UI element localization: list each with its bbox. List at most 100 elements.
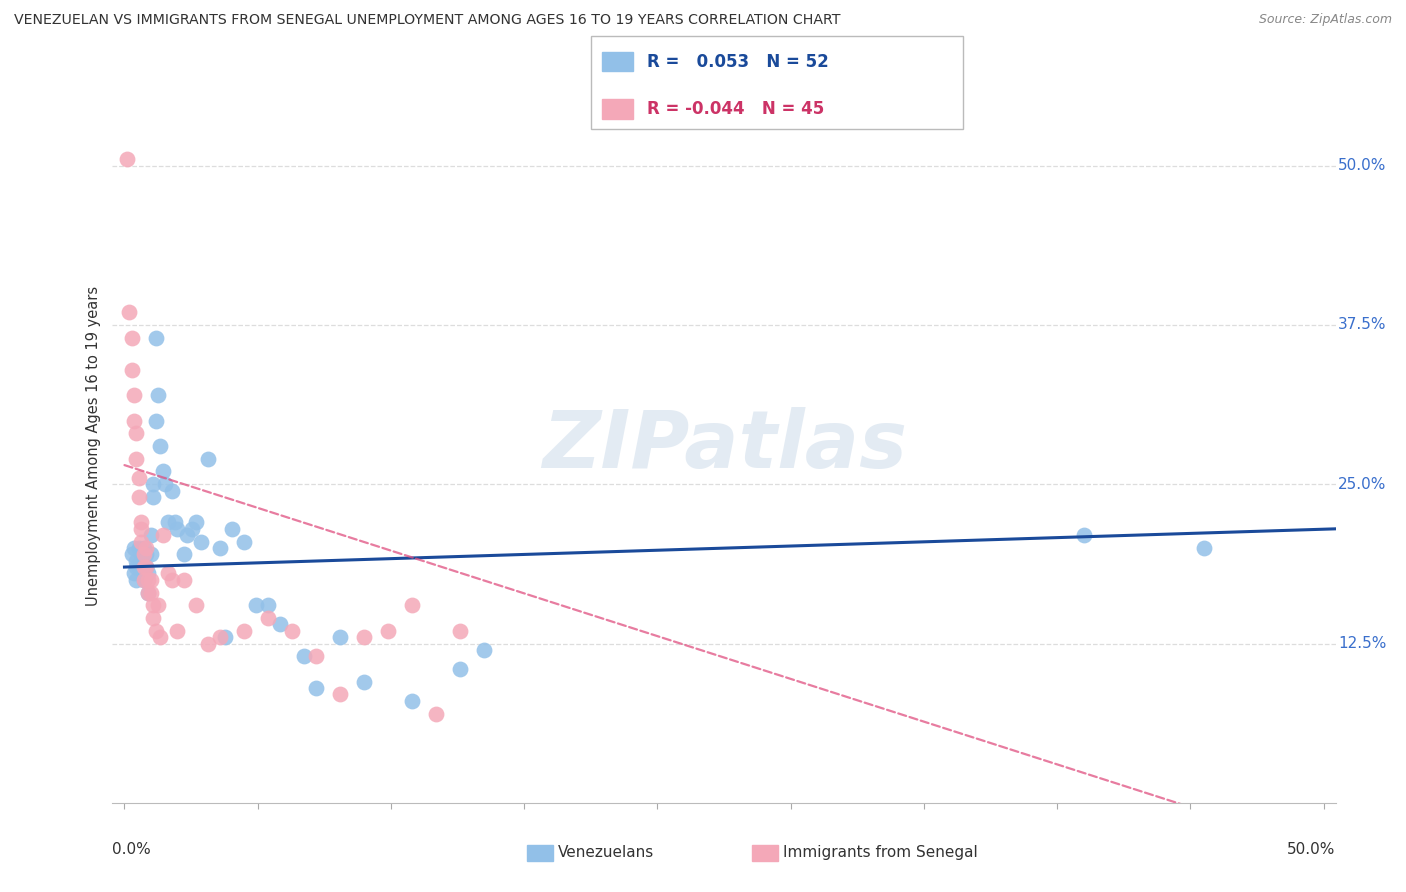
Point bbox=[125, 573, 148, 587]
Point bbox=[115, 153, 138, 167]
Point bbox=[353, 630, 375, 644]
Point bbox=[449, 662, 471, 676]
Point bbox=[329, 630, 352, 644]
Point bbox=[146, 388, 169, 402]
Point bbox=[128, 490, 150, 504]
Point bbox=[145, 331, 167, 345]
Point bbox=[245, 599, 267, 613]
Point bbox=[128, 471, 150, 485]
Point bbox=[142, 490, 165, 504]
Point bbox=[138, 585, 160, 599]
Point bbox=[257, 599, 280, 613]
Point bbox=[269, 617, 291, 632]
Point bbox=[145, 413, 167, 427]
Point bbox=[233, 624, 256, 638]
Point bbox=[129, 547, 152, 561]
Point bbox=[425, 706, 447, 721]
Point bbox=[377, 624, 399, 638]
Point bbox=[121, 362, 143, 376]
Point bbox=[149, 439, 172, 453]
Point bbox=[122, 413, 145, 427]
Point bbox=[135, 547, 157, 561]
Text: 12.5%: 12.5% bbox=[1339, 636, 1386, 651]
Point bbox=[281, 624, 304, 638]
Point bbox=[197, 451, 219, 466]
Point bbox=[401, 694, 423, 708]
Point bbox=[221, 522, 243, 536]
Point bbox=[472, 643, 495, 657]
Point bbox=[128, 560, 150, 574]
Point bbox=[162, 573, 184, 587]
Point bbox=[122, 566, 145, 581]
Point bbox=[152, 465, 174, 479]
Point bbox=[257, 611, 280, 625]
Point bbox=[145, 624, 167, 638]
Text: R = -0.044   N = 45: R = -0.044 N = 45 bbox=[647, 100, 824, 118]
Point bbox=[401, 599, 423, 613]
Point bbox=[197, 636, 219, 650]
Point bbox=[139, 573, 162, 587]
Point bbox=[135, 541, 157, 555]
Point bbox=[135, 560, 157, 574]
Point bbox=[132, 573, 155, 587]
Point bbox=[1192, 541, 1215, 555]
Point bbox=[122, 388, 145, 402]
Point bbox=[292, 649, 315, 664]
Point bbox=[163, 516, 186, 530]
Point bbox=[132, 573, 155, 587]
Point bbox=[149, 630, 172, 644]
Point bbox=[138, 566, 160, 581]
Point bbox=[118, 305, 141, 319]
Point bbox=[155, 477, 177, 491]
Text: R =   0.053   N = 52: R = 0.053 N = 52 bbox=[647, 53, 828, 70]
Point bbox=[135, 560, 157, 574]
Point bbox=[142, 477, 165, 491]
Point bbox=[233, 534, 256, 549]
Point bbox=[156, 516, 179, 530]
Point bbox=[132, 560, 155, 574]
Point bbox=[125, 560, 148, 574]
Text: VENEZUELAN VS IMMIGRANTS FROM SENEGAL UNEMPLOYMENT AMONG AGES 16 TO 19 YEARS COR: VENEZUELAN VS IMMIGRANTS FROM SENEGAL UN… bbox=[14, 13, 841, 28]
Text: 0.0%: 0.0% bbox=[112, 842, 152, 857]
Point bbox=[166, 522, 188, 536]
Text: 50.0%: 50.0% bbox=[1288, 842, 1336, 857]
Text: 25.0%: 25.0% bbox=[1339, 476, 1386, 491]
Point bbox=[353, 674, 375, 689]
Y-axis label: Unemployment Among Ages 16 to 19 years: Unemployment Among Ages 16 to 19 years bbox=[86, 286, 101, 606]
Point bbox=[166, 624, 188, 638]
Point bbox=[173, 573, 195, 587]
Point bbox=[122, 541, 145, 555]
Point bbox=[138, 573, 160, 587]
Point bbox=[142, 611, 165, 625]
Point bbox=[139, 585, 162, 599]
Text: 37.5%: 37.5% bbox=[1339, 318, 1386, 333]
Point bbox=[449, 624, 471, 638]
Point bbox=[129, 534, 152, 549]
Point bbox=[209, 541, 232, 555]
Point bbox=[139, 547, 162, 561]
Point bbox=[173, 547, 195, 561]
Point bbox=[132, 547, 155, 561]
Point bbox=[125, 451, 148, 466]
Point bbox=[129, 554, 152, 568]
Point bbox=[129, 522, 152, 536]
Text: Source: ZipAtlas.com: Source: ZipAtlas.com bbox=[1258, 13, 1392, 27]
Point bbox=[139, 528, 162, 542]
Point bbox=[125, 426, 148, 441]
Point bbox=[186, 516, 208, 530]
Text: Venezuelans: Venezuelans bbox=[558, 846, 654, 860]
Point bbox=[146, 599, 169, 613]
Point bbox=[186, 599, 208, 613]
Point bbox=[305, 681, 328, 695]
Text: Immigrants from Senegal: Immigrants from Senegal bbox=[783, 846, 979, 860]
Text: 50.0%: 50.0% bbox=[1339, 158, 1386, 173]
Point bbox=[156, 566, 179, 581]
Point bbox=[176, 528, 198, 542]
Point bbox=[125, 554, 148, 568]
Point bbox=[121, 547, 143, 561]
Point bbox=[152, 528, 174, 542]
Point bbox=[138, 585, 160, 599]
Point bbox=[121, 331, 143, 345]
Point bbox=[209, 630, 232, 644]
Point bbox=[132, 541, 155, 555]
